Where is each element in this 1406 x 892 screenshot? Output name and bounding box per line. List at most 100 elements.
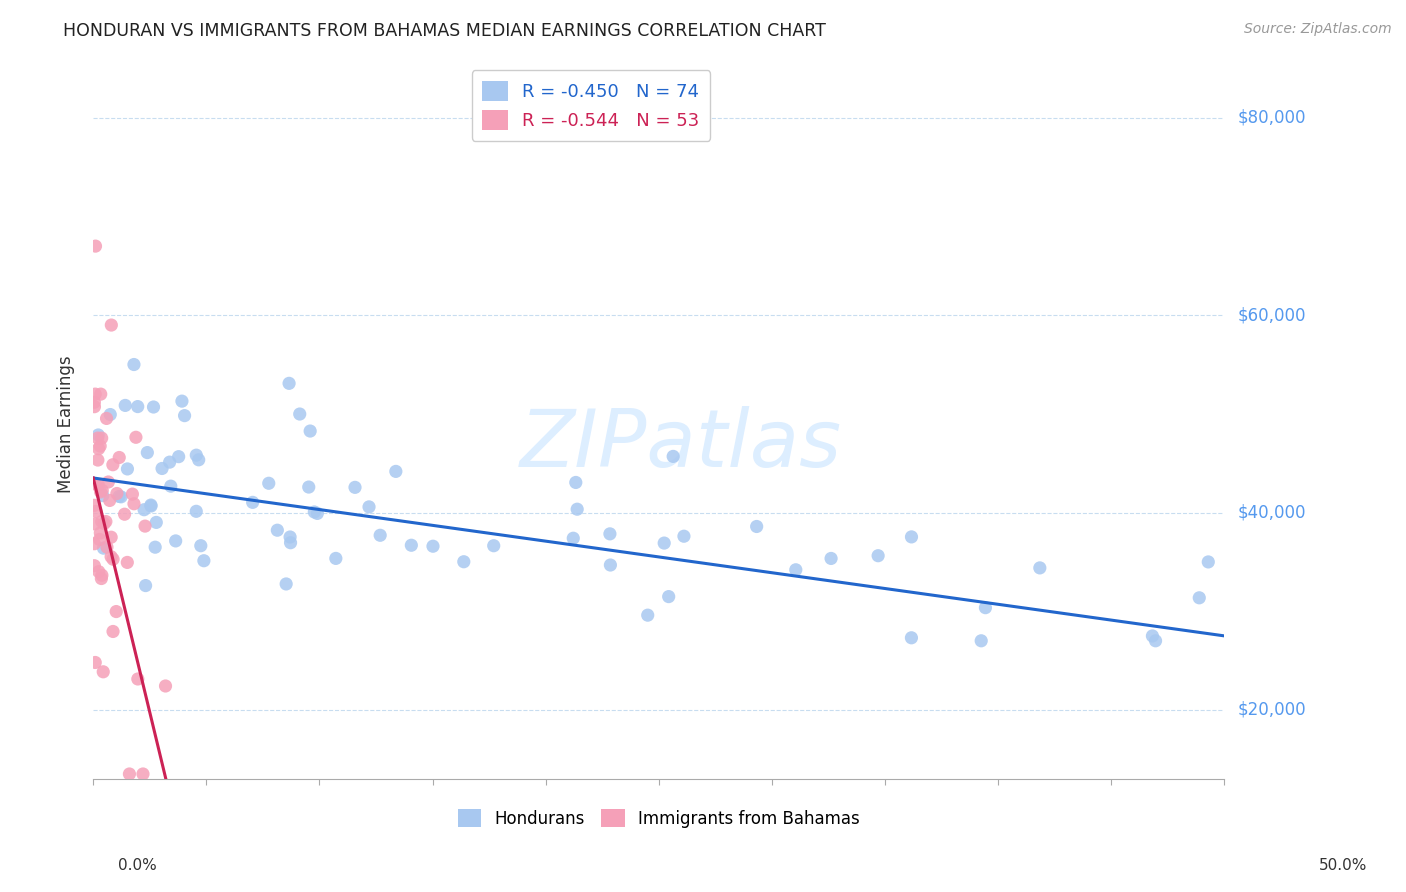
Point [307, 507, 329, 521]
Point [132, 767, 155, 781]
Point [145, 516, 167, 530]
Point [121, 487, 143, 501]
Point [98, 493, 121, 508]
Point [280, 535, 302, 549]
Point [91, 489, 114, 503]
Point [127, 400, 149, 414]
Point [83, 400, 105, 414]
Point [167, 450, 190, 464]
Point [278, 376, 301, 391]
Point [108, 490, 131, 504]
Point [401, 538, 423, 552]
Point [89, 439, 111, 453]
Point [89, 533, 111, 547]
Text: 50.0%: 50.0% [1319, 858, 1367, 872]
Point [135, 578, 157, 592]
Point [257, 476, 280, 491]
Point [87, 442, 110, 456]
Point [385, 464, 408, 478]
Point [159, 455, 181, 469]
Point [900, 631, 922, 645]
Point [368, 528, 391, 542]
Point [91, 483, 114, 498]
Point [357, 500, 380, 514]
Point [105, 486, 128, 500]
Point [101, 458, 124, 472]
Point [84, 656, 107, 670]
Point [90, 572, 112, 586]
Point [422, 539, 444, 553]
Point [276, 577, 298, 591]
Point [482, 539, 505, 553]
Text: $40,000: $40,000 [1239, 503, 1306, 522]
Point [127, 672, 149, 686]
Point [155, 679, 177, 693]
Text: $80,000: $80,000 [1239, 109, 1306, 127]
Point [170, 394, 193, 409]
Point [288, 407, 311, 421]
Point [900, 530, 922, 544]
Point [266, 523, 288, 537]
Point [96, 540, 118, 554]
Point [114, 507, 136, 521]
Point [84, 477, 107, 491]
Point [118, 767, 141, 781]
Point [87, 428, 110, 442]
Point [325, 551, 347, 566]
Point [122, 358, 145, 372]
Point [84, 516, 107, 531]
Text: $20,000: $20,000 [1239, 701, 1306, 719]
Point [1029, 561, 1052, 575]
Point [868, 549, 890, 563]
Point [114, 399, 136, 413]
Point [90, 515, 112, 529]
Point [90, 485, 112, 500]
Point [150, 461, 173, 475]
Point [304, 505, 326, 519]
Point [90, 568, 112, 582]
Point [110, 490, 132, 504]
Point [87, 431, 110, 445]
Point [87, 565, 110, 579]
Point [117, 556, 139, 570]
Point [662, 450, 685, 464]
Y-axis label: Median Earnings: Median Earnings [58, 355, 75, 492]
Point [84, 504, 107, 518]
Point [165, 533, 187, 548]
Point [186, 504, 208, 518]
Text: HONDURAN VS IMMIGRANTS FROM BAHAMAS MEDIAN EARNINGS CORRELATION CHART: HONDURAN VS IMMIGRANTS FROM BAHAMAS MEDI… [63, 22, 827, 40]
Point [974, 600, 997, 615]
Point [122, 497, 145, 511]
Point [83, 498, 105, 512]
Point [142, 400, 165, 414]
Point [242, 495, 264, 509]
Point [599, 526, 621, 541]
Point [100, 530, 122, 544]
Point [1188, 591, 1211, 605]
Point [299, 424, 322, 438]
Point [100, 549, 122, 564]
Point [96, 411, 118, 425]
Point [658, 590, 681, 604]
Point [94, 515, 117, 529]
Point [93, 541, 115, 556]
Point [562, 531, 585, 545]
Point [785, 563, 807, 577]
Point [101, 624, 124, 639]
Point [125, 430, 148, 444]
Point [90, 431, 112, 445]
Point [278, 530, 301, 544]
Point [83, 395, 105, 409]
Point [187, 452, 209, 467]
Point [98, 408, 121, 422]
Point [90, 387, 112, 401]
Point [89, 525, 111, 540]
Point [565, 475, 588, 490]
Point [83, 537, 105, 551]
Point [91, 665, 114, 679]
Point [100, 318, 122, 332]
Point [637, 608, 659, 623]
Point [1197, 555, 1219, 569]
Point [139, 498, 162, 512]
Point [599, 558, 621, 572]
